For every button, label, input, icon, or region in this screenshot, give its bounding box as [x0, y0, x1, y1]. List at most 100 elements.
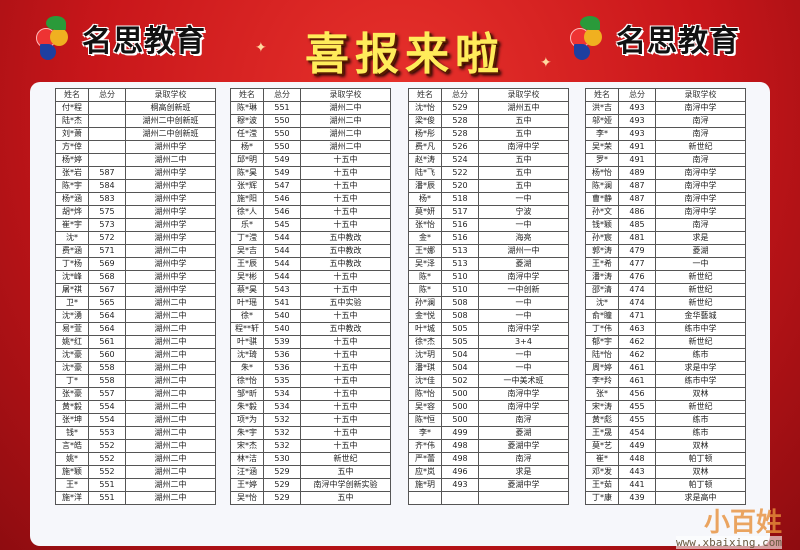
table-row: 潘*涛 476 新世纪	[585, 270, 746, 284]
admitted-school: 一中	[478, 296, 569, 310]
admitted-school: 十五中	[300, 387, 391, 401]
total-score: 513	[441, 244, 479, 258]
student-name: 沈*怡	[408, 101, 442, 115]
student-name: 朱*	[230, 361, 264, 375]
admitted-school: 五中	[300, 465, 391, 479]
table-row: 陈*琳 551 湖州二中	[230, 101, 391, 115]
student-name: 沈*琦	[230, 348, 264, 362]
admitted-school: 湖州二中	[125, 361, 216, 375]
student-name: 沈*玥	[408, 348, 442, 362]
student-name: 吴*荣	[585, 140, 619, 154]
table-row: 沈*佳 502 一中美术班	[408, 374, 569, 388]
admitted-school: 南浔中学	[478, 400, 569, 414]
total-score: 545	[263, 218, 301, 232]
admitted-school: 湖州五中	[478, 101, 569, 115]
admitted-school: 十五中	[300, 400, 391, 414]
total-score: 573	[88, 218, 126, 232]
admitted-school: 十五中	[300, 270, 391, 284]
admitted-school: 求是中学	[655, 361, 746, 375]
total-score: 529	[263, 491, 301, 505]
table-row: 陆*飞 522 五中	[408, 166, 569, 180]
admitted-school: 湖州二中	[125, 465, 216, 479]
total-score: 461	[618, 374, 656, 388]
student-name: 吴*怡	[230, 491, 264, 505]
total-score: 471	[618, 309, 656, 323]
admitted-school: 湖州中学	[125, 192, 216, 206]
student-name: 杨*	[408, 192, 442, 206]
firework-icon: ✦	[255, 40, 267, 56]
student-name: 陈*澜	[585, 179, 619, 193]
admitted-school: 湖州二中	[125, 153, 216, 167]
admitted-school: 南浔	[478, 452, 569, 466]
student-name: 杨*彤	[408, 127, 442, 141]
table-row: 邵*清 474 新世纪	[585, 283, 746, 297]
table-row: 王*希 477 一中	[585, 257, 746, 271]
student-name: 曹*静	[585, 192, 619, 206]
table-row: 付*程 桐高创新班	[55, 101, 216, 115]
total-score: 510	[441, 283, 479, 297]
student-name: 莫*艺	[585, 439, 619, 453]
table-row: 王*茹 441 帕丁顿	[585, 478, 746, 492]
student-name: 吴*吉	[230, 244, 264, 258]
banner: 名思教育 ✦ ✦ 喜报来啦 名思教育	[0, 0, 800, 82]
admitted-school: 湖州二中	[125, 296, 216, 310]
brand-logo-left: 名思教育	[34, 14, 206, 62]
student-name: 陈*	[408, 270, 442, 284]
student-name: 张*豪	[55, 387, 89, 401]
student-name: 任*滢	[230, 127, 264, 141]
table-row: 沈*琦 536 十五中	[230, 348, 391, 362]
admitted-school: 湖州二中	[125, 335, 216, 349]
total-score: 481	[618, 231, 656, 245]
total-score: 493	[441, 478, 479, 492]
admitted-school: 湖州二中	[125, 400, 216, 414]
brand-logo-icon	[34, 14, 82, 62]
admitted-school: 南浔中学	[655, 166, 746, 180]
total-score	[88, 140, 126, 154]
admitted-school: 南浔	[655, 127, 746, 141]
student-name: 杨*涵	[55, 192, 89, 206]
student-name: 姚*红	[55, 335, 89, 349]
total-score: 565	[88, 296, 126, 310]
total-score: 474	[618, 283, 656, 297]
student-name: 俞*瞳	[585, 309, 619, 323]
admitted-school: 五中	[300, 491, 391, 505]
table-row: 丁* 558 湖州二中	[55, 374, 216, 388]
student-name: 徐*	[230, 309, 264, 323]
admitted-school: 湖州二中	[125, 413, 216, 427]
table-row: 乐* 545 十五中	[230, 218, 391, 232]
total-score: 500	[441, 413, 479, 427]
admitted-school: 双林	[655, 439, 746, 453]
admitted-school: 海亮	[478, 231, 569, 245]
table-row: 胡*烨 575 湖州中学	[55, 205, 216, 219]
student-name: 郭*涛	[585, 244, 619, 258]
admitted-school: 求是	[478, 465, 569, 479]
total-score: 536	[263, 348, 301, 362]
student-name: 陈*	[408, 283, 442, 297]
admitted-school: 十五中	[300, 413, 391, 427]
total-score: 498	[441, 452, 479, 466]
admitted-school: 南浔	[655, 218, 746, 232]
student-name: 丁*滢	[230, 231, 264, 245]
admitted-school	[478, 491, 569, 505]
student-name: 洪*吉	[585, 101, 619, 115]
total-score: 583	[88, 192, 126, 206]
student-name: 易*萱	[55, 322, 89, 336]
total-score: 552	[88, 452, 126, 466]
table-row: 费*凡 526 南浔中学	[408, 140, 569, 154]
total-score: 443	[618, 465, 656, 479]
total-score: 547	[263, 179, 301, 193]
total-score: 558	[88, 361, 126, 375]
brand-name-right: 名思教育	[616, 24, 740, 59]
student-name: 王*晟	[585, 426, 619, 440]
admitted-school: 新世纪	[655, 283, 746, 297]
student-name: 林*洁	[230, 452, 264, 466]
student-name: 金*	[408, 231, 442, 245]
admitted-school: 湖州二中	[125, 374, 216, 388]
student-name: 陈*宇	[55, 179, 89, 193]
table-row: 费*涵 571 湖州二中	[55, 244, 216, 258]
student-name: 张*岩	[55, 166, 89, 180]
total-score: 493	[618, 114, 656, 128]
student-name: 莫*妍	[408, 205, 442, 219]
table-row: 陈* 510 南浔中学	[408, 270, 569, 284]
admitted-school: 双林	[655, 465, 746, 479]
